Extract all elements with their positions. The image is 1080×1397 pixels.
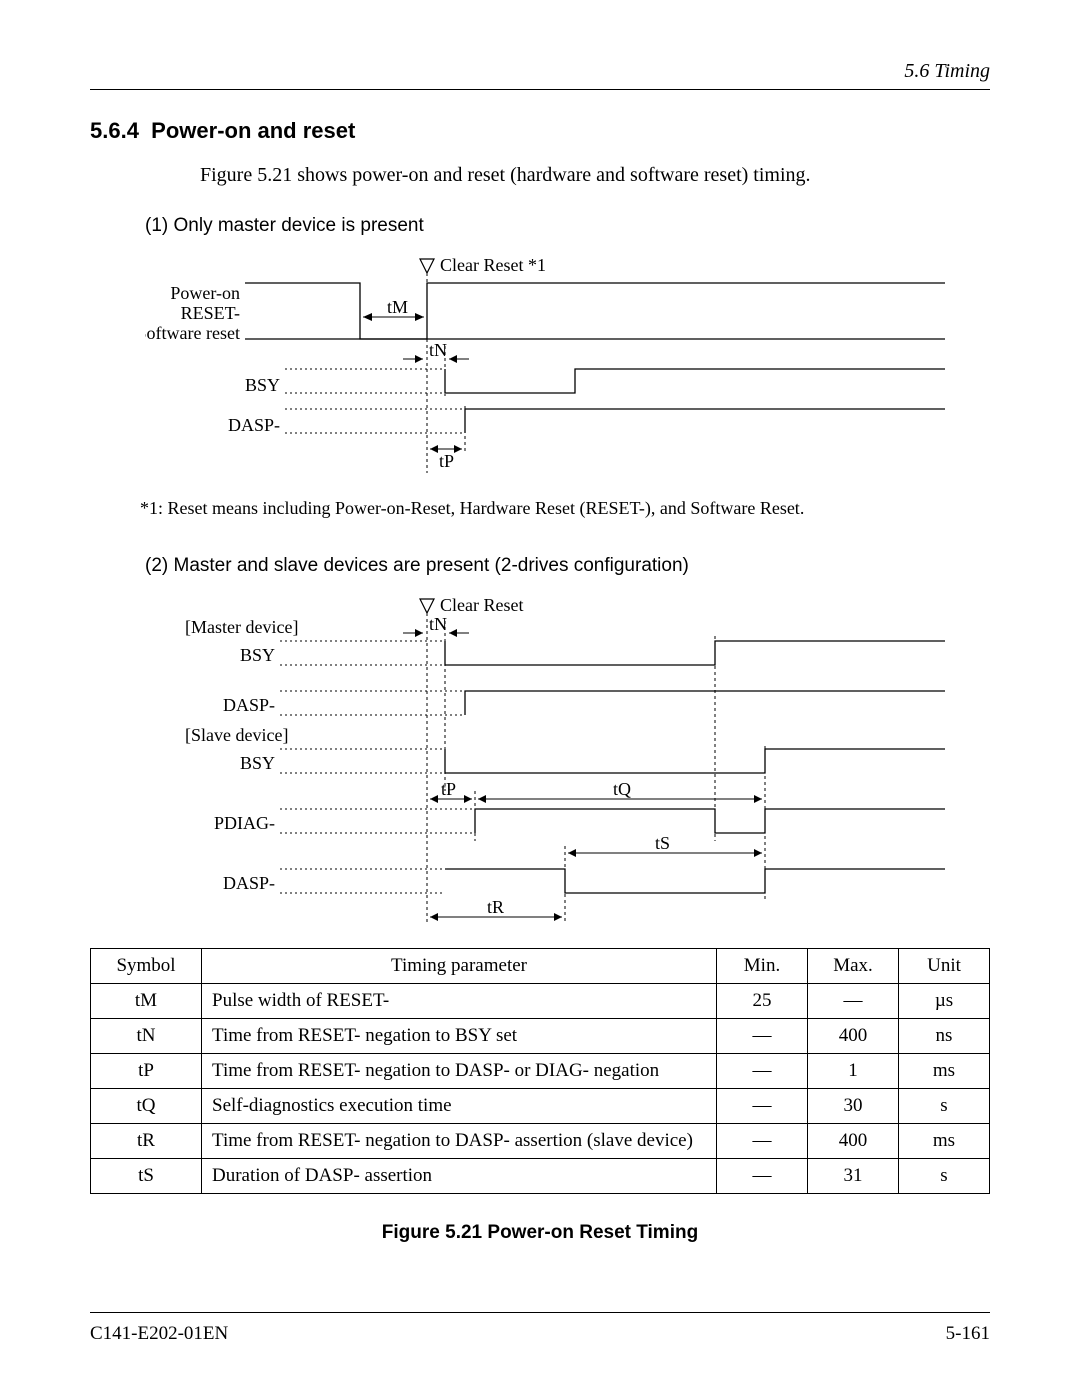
d1-tM: tM [387,297,408,317]
cell-symbol: tM [91,984,202,1019]
doc-number: C141-E202-01EN [90,1323,228,1345]
subhead-1: (1) Only master device is present [145,215,990,237]
subhead-2: (2) Master and slave devices are present… [145,555,990,577]
cell-min: — [717,1124,808,1159]
cell-param: Duration of DASP- assertion [202,1159,717,1194]
cell-symbol: tN [91,1019,202,1054]
cell-max: 30 [808,1089,899,1124]
timing-table: Symbol Timing parameter Min. Max. Unit t… [90,948,990,1194]
table-header-row: Symbol Timing parameter Min. Max. Unit [91,949,990,984]
th-param: Timing parameter [202,949,717,984]
cell-min: — [717,1159,808,1194]
cell-param: Time from RESET- negation to DASP- asser… [202,1124,717,1159]
section-title: 5.6.4 Power-on and reset [90,118,990,144]
cell-unit: ms [899,1124,990,1159]
cell-unit: ms [899,1054,990,1089]
d2-m-dasp: DASP- [223,695,275,715]
cell-symbol: tS [91,1159,202,1194]
cell-symbol: tP [91,1054,202,1089]
d1-reset: RESET- [181,303,240,323]
cell-symbol: tQ [91,1089,202,1124]
d2-tN: tN [429,614,447,634]
cell-min: — [717,1089,808,1124]
d2-tS: tS [655,833,670,853]
cell-min: 25 [717,984,808,1019]
table-row: tQ Self-diagnostics execution time — 30 … [91,1089,990,1124]
d2-clear-reset: Clear Reset [440,595,523,615]
cell-param: Time from RESET- negation to BSY set [202,1019,717,1054]
th-symbol: Symbol [91,949,202,984]
cell-param: Time from RESET- negation to DASP- or DI… [202,1054,717,1089]
d2-tR: tR [487,897,504,917]
d1-clear-reset: Clear Reset *1 [440,255,546,275]
footnote-1: *1: Reset means including Power-on-Reset… [140,498,990,519]
d2-slave: [Slave device] [185,725,288,745]
cell-param: Pulse width of RESET- [202,984,717,1019]
cell-max: 31 [808,1159,899,1194]
timing-diagram-2: Clear Reset [Master device] BSY DASP- [S… [145,591,990,936]
d2-tQ: tQ [613,779,631,799]
page-header: 5.6 Timing [90,60,990,90]
d2-tP: tP [441,779,456,799]
cell-max: 400 [808,1124,899,1159]
intro-text: Figure 5.21 shows power-on and reset (ha… [200,164,990,187]
d2-s-dasp: DASP- [223,873,275,893]
d1-dasp: DASP- [228,415,280,435]
th-min: Min. [717,949,808,984]
cell-unit: ns [899,1019,990,1054]
cell-max: 400 [808,1019,899,1054]
d2-s-bsy: BSY [240,753,275,773]
d1-poweron: Power-on [170,283,240,303]
cell-max: 1 [808,1054,899,1089]
cell-unit: s [899,1159,990,1194]
table-row: tM Pulse width of RESET- 25 — µs [91,984,990,1019]
cell-min: — [717,1054,808,1089]
d1-tN: tN [429,340,447,360]
th-unit: Unit [899,949,990,984]
th-max: Max. [808,949,899,984]
d2-m-bsy: BSY [240,645,275,665]
table-row: tP Time from RESET- negation to DASP- or… [91,1054,990,1089]
cell-unit: µs [899,984,990,1019]
cell-min: — [717,1019,808,1054]
timing-diagram-1: Clear Reset *1 Power-on RESET- Software … [145,251,990,486]
page-footer: C141-E202-01EN 5-161 [90,1312,990,1345]
cell-unit: s [899,1089,990,1124]
page-number: 5-161 [946,1323,990,1345]
table-row: tN Time from RESET- negation to BSY set … [91,1019,990,1054]
cell-param: Self-diagnostics execution time [202,1089,717,1124]
d2-master: [Master device] [185,617,298,637]
cell-symbol: tR [91,1124,202,1159]
d1-swreset: Software reset [145,323,240,343]
cell-max: — [808,984,899,1019]
table-row: tS Duration of DASP- assertion — 31 s [91,1159,990,1194]
section-name: Power-on and reset [151,118,355,143]
figure-caption: Figure 5.21 Power-on Reset Timing [90,1222,990,1244]
table-row: tR Time from RESET- negation to DASP- as… [91,1124,990,1159]
d1-tP: tP [439,451,454,471]
section-number: 5.6.4 [90,118,139,143]
d2-s-pdiag: PDIAG- [214,813,275,833]
d1-bsy: BSY [245,375,280,395]
